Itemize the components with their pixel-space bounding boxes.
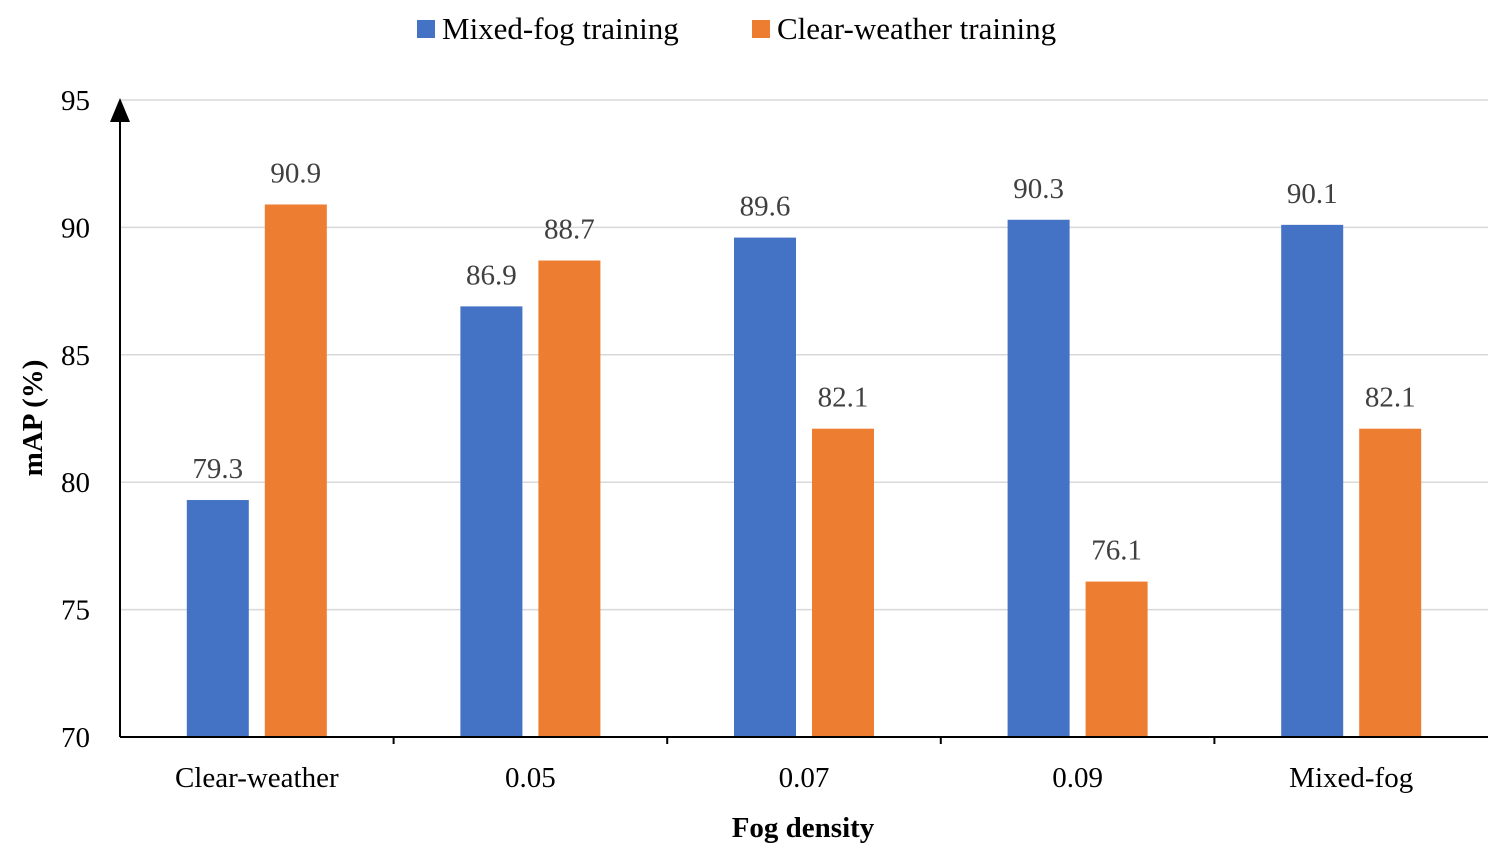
x-tick-label: Mixed-fog [1289,762,1413,794]
legend-label-mixed-fog: Mixed-fog training [442,11,679,46]
y-tick-label: 70 [61,722,90,754]
data-label: 86.9 [466,259,517,291]
x-tick-label: 0.05 [505,762,556,794]
data-label: 90.1 [1287,178,1338,210]
data-label: 89.6 [740,191,791,223]
bars: 79.3 90.9 86.9 88.7 89.6 82.1 90.3 76.1 90.1 82.1 [186,157,1422,738]
y-tick-label: 75 [61,595,90,627]
axes: 70 75 80 85 90 95 Clear-weather 0.05 0.07 0.09 Mix… [61,85,1488,794]
data-label: 90.3 [1013,173,1064,205]
data-label: 88.7 [544,214,595,246]
data-label: 82.1 [818,382,869,414]
y-tick-label: 95 [61,85,90,117]
bar [1085,581,1148,737]
x-tick-label: 0.07 [779,762,830,794]
data-label: 79.3 [192,453,243,485]
bar [538,260,601,737]
y-tick-label: 85 [61,340,90,372]
bar [264,204,327,737]
y-tick-label: 90 [61,212,90,244]
x-tick-label: 0.09 [1052,762,1103,794]
legend-swatch-mixed-fog [417,20,435,38]
data-label: 76.1 [1091,535,1142,567]
bar [1007,219,1070,738]
bar [1281,224,1344,738]
x-tick-label: Clear-weather [175,762,339,794]
y-axis-title: mAP (%) [17,360,49,477]
data-label: 82.1 [1365,382,1416,414]
bar [186,500,249,737]
legend-swatch-clear-weather [752,20,770,38]
data-label: 90.9 [270,157,321,189]
bar [1359,428,1422,737]
x-axis-title: Fog density [732,812,875,844]
y-tick-label: 80 [61,467,90,499]
legend-label-clear-weather: Clear-weather training [777,11,1056,46]
bar [460,306,523,737]
bar [734,237,796,738]
y-axis-arrow [110,98,130,122]
bar [812,428,874,737]
legend: Mixed-fog training Clear-weather trainin… [417,11,1056,46]
gridlines [120,99,1488,611]
